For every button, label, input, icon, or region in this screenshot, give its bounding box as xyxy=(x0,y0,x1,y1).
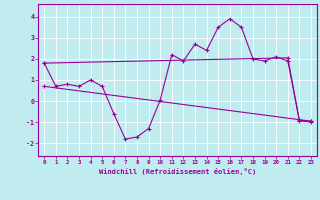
X-axis label: Windchill (Refroidissement éolien,°C): Windchill (Refroidissement éolien,°C) xyxy=(99,168,256,175)
